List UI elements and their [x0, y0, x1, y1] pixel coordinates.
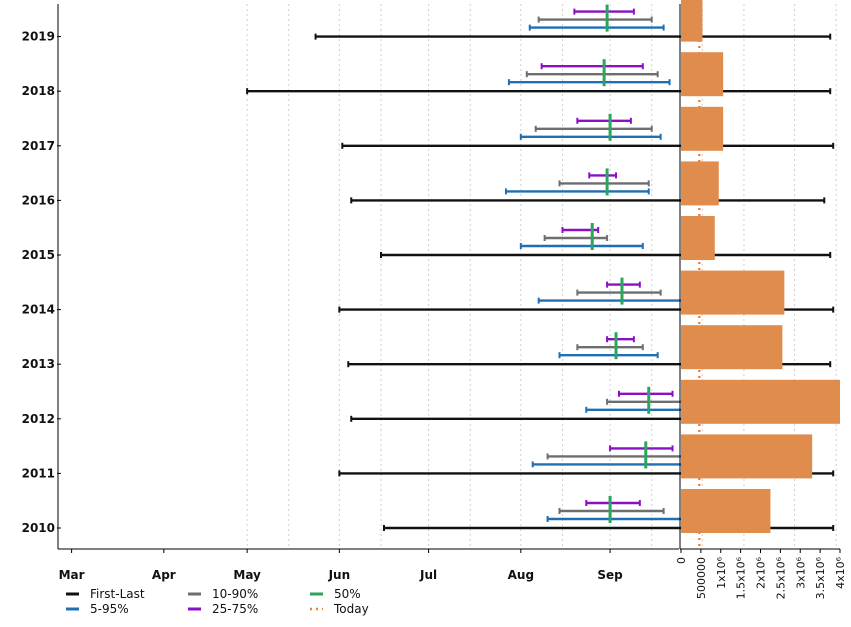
- range-first-last-2015: [380, 252, 832, 258]
- range-25-75--2011: [609, 445, 674, 452]
- legend-item: 5-95%: [66, 602, 129, 616]
- year-label: 2019: [22, 30, 55, 44]
- range-10-90--2015: [543, 235, 609, 241]
- volume-tick-label: 2.5x10⁶: [774, 556, 787, 599]
- range-25-75--2012: [618, 390, 674, 397]
- volume-tick-label: 1x10⁶: [715, 556, 728, 589]
- legend-label: Today: [333, 602, 369, 616]
- legend-item: First-Last: [66, 587, 145, 601]
- volume-bar-2014: [681, 270, 785, 315]
- range-5-95--2016: [504, 188, 650, 195]
- legend-label: 5-95%: [90, 602, 129, 616]
- volume-tick-label: 500000: [695, 557, 708, 599]
- range-10-90--2011: [546, 453, 704, 460]
- range-25-75--2017: [576, 117, 632, 124]
- volume-bar-2012: [681, 379, 840, 424]
- axes: [57, 4, 841, 553]
- volume-tick-label: 1.5x10⁶: [735, 556, 748, 599]
- legend-item: 50%: [310, 587, 361, 601]
- volume-bars: [681, 0, 840, 533]
- range-10-90--2018: [525, 71, 659, 78]
- range-25-75--2013: [606, 336, 635, 343]
- volume-bar-2015: [681, 216, 715, 260]
- month-label: Sep: [597, 568, 623, 582]
- range-10-90--2017: [534, 125, 653, 132]
- volume-bar-2010: [681, 489, 771, 533]
- year-label: 2010: [22, 521, 55, 535]
- range-first-last-2018: [246, 88, 832, 95]
- year-label: 2018: [22, 84, 55, 98]
- year-tick-labels: 2010 2011 2012 2013 2014 2015 2016 2017 2018 2019: [22, 30, 55, 535]
- month-label: Jul: [419, 568, 437, 582]
- range-first-last-2017: [341, 142, 835, 149]
- year-label: 2013: [22, 357, 55, 371]
- legend-item-today: Today: [310, 602, 369, 616]
- month-label: Apr: [152, 568, 176, 582]
- range-5-95--2019: [528, 24, 665, 31]
- legend-label: 25-75%: [212, 602, 258, 616]
- range-10-90--2014: [576, 289, 662, 296]
- range-25-75--2010: [585, 500, 641, 506]
- gridlines: [246, 4, 837, 549]
- legend-label: First-Last: [90, 587, 145, 601]
- legend-label: 50%: [334, 587, 361, 601]
- volume-bar-2019: [681, 0, 703, 42]
- legend-item: 10-90%: [188, 587, 258, 601]
- volume-tick-label: 4x10⁶: [834, 556, 847, 589]
- month-tick-labels: Mar Apr May Jun Jul Aug Sep: [59, 568, 624, 582]
- volume-bar-2016: [681, 161, 719, 206]
- volume-tick-label: 3.5x10⁶: [814, 556, 827, 599]
- month-label: Mar: [59, 568, 85, 582]
- volume-tick-labels: 0 500000 1x10⁶ 1.5x10⁶ 2x10⁶ 2.5x10⁶ 3x10⁶ 3.5x…: [675, 556, 847, 599]
- volume-tick-label: 0: [675, 557, 688, 564]
- range-series: [246, 4, 838, 531]
- volume-bar-2011: [681, 434, 813, 479]
- year-label: 2014: [22, 303, 55, 317]
- legend-label: 10-90%: [212, 587, 258, 601]
- volume-bar-2018: [681, 52, 724, 97]
- month-label: Aug: [508, 568, 534, 582]
- year-label: 2017: [22, 139, 55, 153]
- range-first-last-2016: [350, 197, 826, 204]
- range-5-95--2014: [537, 297, 686, 304]
- volume-tick-label: 2x10⁶: [755, 556, 768, 589]
- month-label: Jun: [328, 568, 351, 582]
- range-10-90--2016: [558, 180, 650, 187]
- legend-item: 25-75%: [188, 602, 258, 616]
- range-5-95--2015: [519, 243, 644, 249]
- year-label: 2015: [22, 248, 55, 262]
- range-first-last-2019: [314, 33, 832, 40]
- year-label: 2016: [22, 193, 55, 207]
- volume-bar-2017: [681, 106, 724, 151]
- range-5-95--2010: [546, 516, 686, 522]
- range-5-95--2013: [558, 352, 659, 359]
- range-5-95--2018: [507, 79, 671, 86]
- range-25-75--2016: [588, 172, 618, 179]
- range-25-75--2019: [573, 8, 635, 15]
- year-label: 2011: [22, 466, 55, 480]
- range-10-90--2019: [537, 16, 653, 23]
- volume-bar-2013: [681, 325, 783, 370]
- range-25-75--2018: [540, 63, 644, 70]
- month-label: May: [233, 568, 261, 582]
- range-10-90--2013: [576, 344, 644, 351]
- range-5-95--2017: [519, 133, 662, 140]
- year-label: 2012: [22, 412, 55, 426]
- volume-tick-label: 3x10⁶: [794, 556, 807, 589]
